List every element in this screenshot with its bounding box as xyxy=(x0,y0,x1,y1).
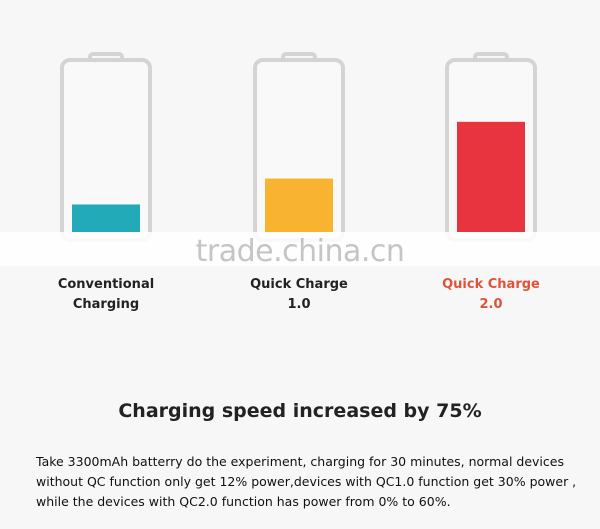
label-line: Quick Charge xyxy=(442,277,540,292)
battery-label: Quick Charge 2.0 xyxy=(411,275,571,315)
headline: Charging speed increased by 75% xyxy=(118,400,482,422)
description-line: while the devices with QC2.0 function ha… xyxy=(36,494,451,509)
label-line: Conventional xyxy=(57,277,155,292)
reflection-band xyxy=(0,232,600,266)
label-line: Charging xyxy=(72,297,140,312)
description-line: Take 3300mAh batterry do the experiment,… xyxy=(36,454,564,469)
label-line: 1.0 xyxy=(287,297,311,312)
battery-label: Quick Charge 1.0 xyxy=(219,275,379,315)
label-line: Quick Charge xyxy=(250,277,348,292)
battery-fill xyxy=(457,121,525,232)
battery-fill xyxy=(72,204,140,232)
battery-fill xyxy=(265,178,333,232)
description: Take 3300mAh batterry do the experiment,… xyxy=(36,452,576,512)
description-line: without QC function only get 12% power,d… xyxy=(36,474,577,489)
label-line: 2.0 xyxy=(479,297,503,312)
battery-label: Conventional Charging xyxy=(26,275,186,315)
watermark: trade.china.cn xyxy=(195,234,405,269)
